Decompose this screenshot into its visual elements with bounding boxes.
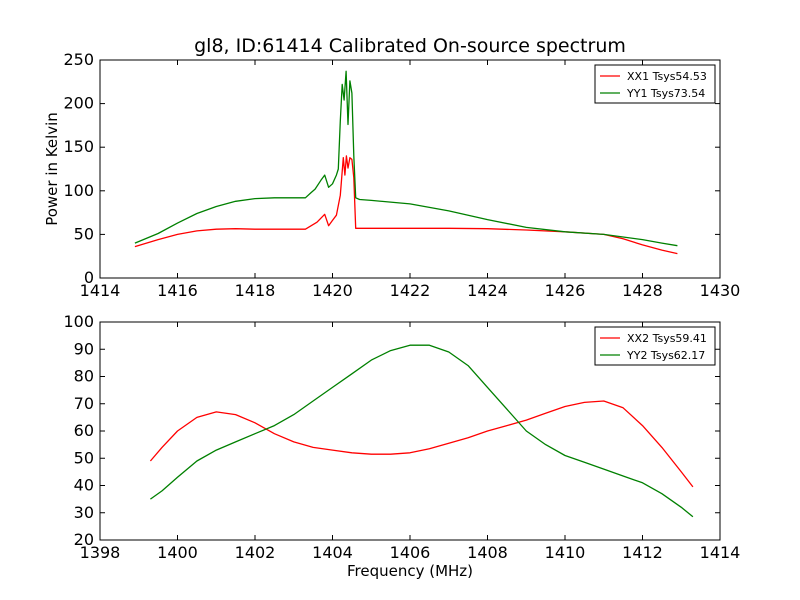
y-tick-label-0-4: 200: [63, 94, 94, 113]
y-tick-label-0-0: 0: [84, 268, 94, 287]
series-line-0-1: [134, 70, 678, 247]
y-tick-label-0-3: 150: [63, 137, 94, 156]
x-tick-label-0-2: 1418: [235, 281, 276, 300]
y-tick-label-1-2: 40: [74, 476, 94, 495]
x-tick-label-1-1: 1400: [157, 543, 198, 562]
x-tick-label-1-0: 1398: [80, 543, 121, 562]
x-tick-label-1-7: 1412: [622, 543, 663, 562]
x-tick-label-0-6: 1426: [545, 281, 586, 300]
x-tick-label-1-3: 1404: [312, 543, 353, 562]
legend-0: XX1 Tsys54.53 YY1 Tsys73.54: [594, 64, 716, 104]
legend-label-1-1: YY2 Tsys62.17: [626, 349, 705, 362]
y-tick-label-1-4: 60: [74, 421, 94, 440]
x-tick-label-0-5: 1424: [467, 281, 508, 300]
legend-label-1-0: XX2 Tsys59.41: [627, 332, 707, 345]
legend-label-0-1: YY1 Tsys73.54: [626, 87, 705, 100]
y-tick-label-0-2: 100: [63, 181, 94, 200]
x-tick-label-1-5: 1408: [467, 543, 508, 562]
x-axis-label: Frequency (MHz): [347, 562, 473, 580]
series-line-1-1: [150, 344, 694, 518]
x-tick-label-0-7: 1428: [622, 281, 663, 300]
y-tick-label-0-1: 50: [74, 224, 94, 243]
y-tick-label-1-3: 50: [74, 448, 94, 467]
legend-label-0-0: XX1 Tsys54.53: [627, 70, 707, 83]
legend-box-0: [594, 64, 716, 104]
y-tick-label-1-8: 100: [63, 312, 94, 331]
y-tick-label-1-1: 30: [74, 503, 94, 522]
x-tick-label-1-4: 1406: [390, 543, 431, 562]
series-line-1-0: [149, 400, 694, 488]
top-panel: 1414 1416 1418 1420 1422 1424 1426 1428 1430 0 50 1…: [63, 50, 740, 300]
x-tick-label-1-6: 1410: [545, 543, 586, 562]
bottom-panel: 1398 1400 1402 1404 1406 1408 1410 1412 1414 20 30…: [63, 312, 740, 562]
series-line-0-0: [134, 155, 678, 255]
y-tick-label-1-5: 70: [74, 394, 94, 413]
legend-box-1: [594, 326, 716, 366]
y-tick-label-1-7: 90: [74, 339, 94, 358]
x-tick-label-0-4: 1422: [390, 281, 431, 300]
x-tick-label-1-8: 1414: [700, 543, 741, 562]
x-tick-label-0-0: 1414: [80, 281, 121, 300]
y-tick-label-0-5: 250: [63, 50, 94, 69]
x-tick-label-0-8: 1430: [700, 281, 741, 300]
y-tick-label-1-6: 80: [74, 367, 94, 386]
x-tick-label-0-1: 1416: [157, 281, 198, 300]
legend-1: XX2 Tsys59.41 YY2 Tsys62.17: [594, 326, 716, 366]
chart-title: gl8, ID:61414 Calibrated On-source spect…: [194, 35, 626, 57]
x-tick-label-1-2: 1402: [235, 543, 276, 562]
y-axis-label: Power in Kelvin: [43, 112, 61, 226]
x-tick-label-0-3: 1420: [312, 281, 353, 300]
y-tick-label-1-0: 20: [74, 530, 94, 549]
